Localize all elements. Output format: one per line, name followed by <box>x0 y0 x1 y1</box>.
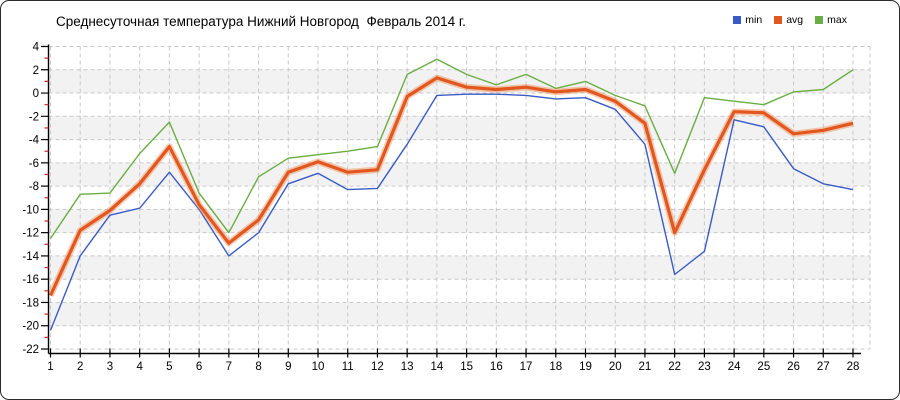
x-tick-label: 21 <box>639 361 652 373</box>
avg-series-line <box>49 76 854 297</box>
min-series-swatch-icon <box>733 16 742 24</box>
legend-item-min: min <box>733 14 762 26</box>
x-tick-label: 19 <box>579 361 592 373</box>
x-tick-label: 9 <box>285 361 291 373</box>
x-tick-label: 8 <box>255 361 261 373</box>
legend: min avg max <box>733 14 847 26</box>
x-tick-label: 11 <box>342 361 354 373</box>
legend-label-min: min <box>745 14 763 26</box>
x-tick-label: 16 <box>490 361 503 373</box>
plot-band <box>48 116 870 140</box>
x-tick-label: 26 <box>787 361 800 373</box>
x-tick-label: 13 <box>401 361 414 373</box>
x-tick-label: 1 <box>47 361 53 373</box>
x-tick-label: 3 <box>107 361 113 373</box>
plot-band <box>48 302 870 326</box>
legend-label-max: max <box>827 14 847 26</box>
x-tick-label: 25 <box>757 361 770 373</box>
y-tick-label: -18 <box>22 297 39 309</box>
y-tick-label: -14 <box>22 251 39 263</box>
chart-title: Среднесуточная температура Нижний Новгор… <box>56 14 466 29</box>
max-series-swatch-icon <box>815 16 824 24</box>
x-tick-label: 2 <box>77 361 83 373</box>
x-tick-label: 4 <box>136 361 143 373</box>
x-tick-label: 27 <box>817 361 830 373</box>
x-tick-label: 7 <box>226 361 232 373</box>
x-tick-label: 5 <box>166 361 172 373</box>
y-tick-label: -2 <box>29 111 39 123</box>
y-tick-label: -10 <box>22 204 39 216</box>
x-tick-label: 20 <box>609 361 622 373</box>
plot-band <box>48 255 870 280</box>
x-tick-label: 22 <box>668 361 681 373</box>
max-series-line <box>49 58 854 239</box>
x-tick-label: 12 <box>371 361 384 373</box>
y-tick-label: -16 <box>22 274 39 286</box>
y-tick-label: -12 <box>22 228 39 240</box>
y-tick-label: -22 <box>22 344 39 356</box>
legend-item-max: max <box>815 14 847 26</box>
x-tick-label: 17 <box>520 361 533 373</box>
min-series-line <box>49 93 854 331</box>
avg-series-swatch-icon <box>774 16 783 24</box>
x-tick-label: 28 <box>847 361 860 373</box>
y-tick-label: -6 <box>29 158 39 170</box>
x-tick-label: 15 <box>460 361 473 373</box>
legend-item-avg: avg <box>774 14 803 26</box>
plot-band <box>48 162 870 187</box>
y-tick-label: -20 <box>22 321 39 333</box>
y-tick-label: 4 <box>33 42 40 54</box>
plot-band <box>48 209 870 233</box>
legend-label-avg: avg <box>786 14 804 26</box>
y-tick-label: 0 <box>33 88 39 100</box>
x-tick-label: 6 <box>196 361 202 373</box>
y-tick-label: -4 <box>29 135 40 147</box>
x-tick-label: 14 <box>430 361 443 373</box>
y-tick-label: 2 <box>33 65 39 77</box>
y-tick-label: -8 <box>29 181 39 193</box>
x-tick-label: 18 <box>549 361 562 373</box>
plot-band <box>48 69 870 94</box>
x-tick-label: 23 <box>698 361 711 373</box>
x-tick-label: 24 <box>728 361 741 373</box>
x-tick-label: 10 <box>312 361 325 373</box>
